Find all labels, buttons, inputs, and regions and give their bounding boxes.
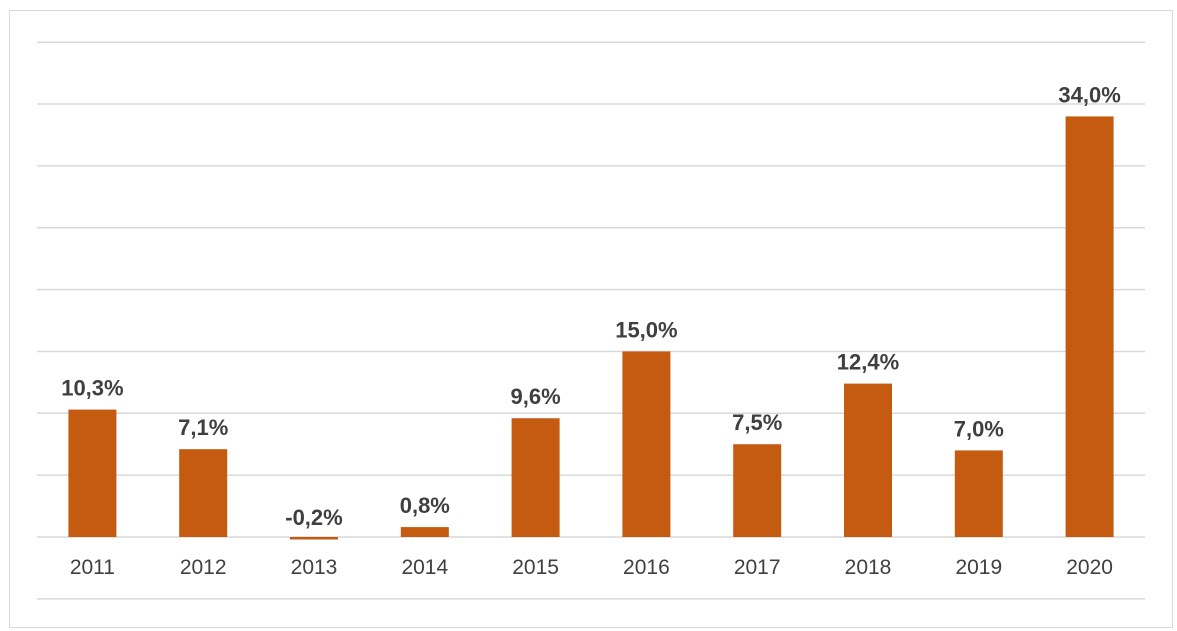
x-tick-2014: 2014 bbox=[401, 556, 448, 579]
bar-2013 bbox=[290, 537, 338, 540]
x-tick-2018: 2018 bbox=[845, 556, 892, 579]
x-axis-tick-labels: 2011 2012 2013 2014 2015 2016 2017 2018 2019 2020 bbox=[70, 556, 1113, 579]
bar-2016 bbox=[622, 351, 671, 537]
data-label-2015: 9,6% bbox=[511, 384, 561, 409]
x-tick-2016: 2016 bbox=[623, 556, 670, 579]
x-tick-2012: 2012 bbox=[180, 556, 227, 579]
data-label-2016: 15,0% bbox=[615, 317, 677, 342]
x-tick-2013: 2013 bbox=[291, 556, 338, 579]
bar-2011 bbox=[68, 409, 117, 537]
x-tick-2015: 2015 bbox=[512, 556, 559, 579]
data-label-2020: 34,0% bbox=[1058, 82, 1120, 107]
bar-2012 bbox=[179, 449, 228, 537]
data-label-2011: 10,3% bbox=[61, 376, 123, 401]
bar-2015 bbox=[511, 418, 560, 537]
data-labels: 10,3% 7,1% -0,2% 0,8% 9,6% 15,0% 7,5% 12,4% 7,0%… bbox=[61, 82, 1121, 530]
data-label-2017: 7,5% bbox=[732, 410, 782, 435]
x-tick-2017: 2017 bbox=[734, 556, 781, 579]
data-label-2013: -0,2% bbox=[285, 505, 342, 530]
bar-2018 bbox=[844, 383, 892, 537]
bar-2019 bbox=[954, 450, 1003, 537]
bar-2017 bbox=[733, 444, 782, 537]
data-label-2018: 12,4% bbox=[837, 350, 899, 375]
x-tick-2020: 2020 bbox=[1066, 556, 1113, 579]
x-tick-2019: 2019 bbox=[955, 556, 1002, 579]
data-label-2014: 0,8% bbox=[400, 493, 450, 518]
x-tick-2011: 2011 bbox=[70, 556, 115, 579]
bars bbox=[68, 116, 1114, 540]
bar-2014 bbox=[400, 527, 449, 537]
bar-2020 bbox=[1065, 116, 1114, 538]
data-label-2012: 7,1% bbox=[178, 415, 228, 440]
data-label-2019: 7,0% bbox=[954, 416, 1004, 441]
